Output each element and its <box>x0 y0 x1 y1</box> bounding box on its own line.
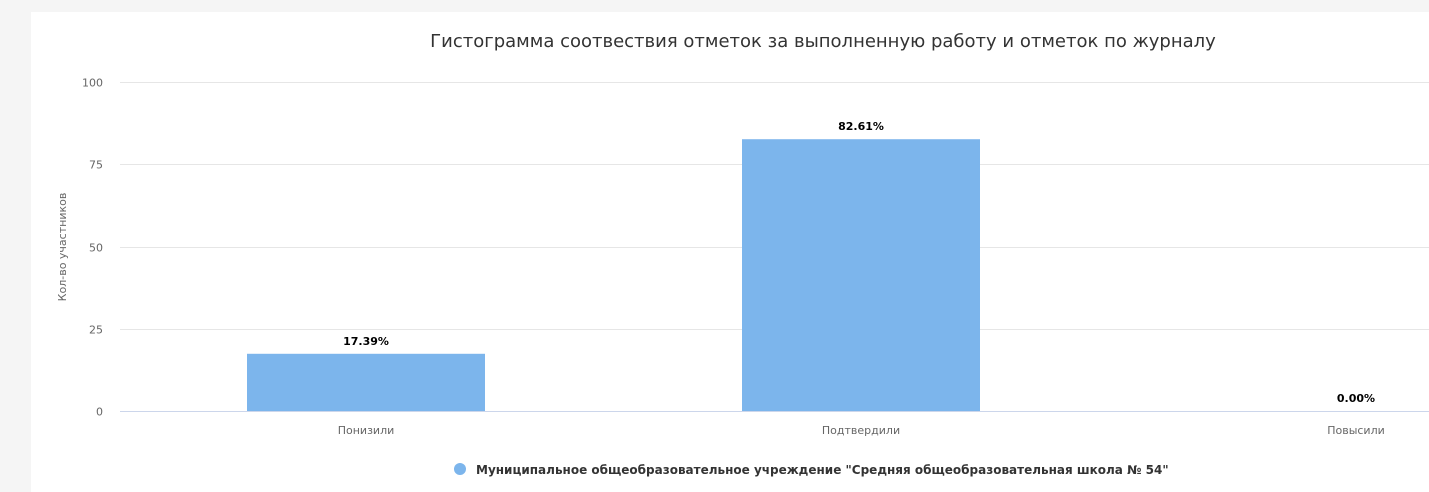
legend[interactable]: Муниципальное общеобразовательное учрежд… <box>454 463 1169 477</box>
y-tick-label: 50 <box>89 242 103 255</box>
data-label: 0.00% <box>1337 392 1375 405</box>
chart-title: Гистограмма соотвествия отметок за выпол… <box>430 31 1216 52</box>
data-label: 17.39% <box>343 335 389 348</box>
bars <box>247 139 980 411</box>
legend-marker-icon[interactable] <box>454 463 466 475</box>
y-axis-label: Кол-во участников <box>56 193 69 302</box>
legend-item-label[interactable]: Муниципальное общеобразовательное учрежд… <box>476 463 1169 477</box>
x-tick-label: Подтвердили <box>822 424 900 437</box>
x-axis-ticks: Понизили Подтвердили Повысили <box>338 424 1385 437</box>
y-tick-label: 25 <box>89 324 103 337</box>
y-tick-label: 0 <box>96 406 103 419</box>
y-tick-label: 75 <box>89 159 103 172</box>
bar-2[interactable] <box>742 139 980 411</box>
y-tick-label: 100 <box>82 77 103 90</box>
y-axis-ticks: 0 25 50 75 100 <box>82 77 103 419</box>
x-tick-label: Повысили <box>1327 424 1385 437</box>
data-label: 82.61% <box>838 120 884 133</box>
x-tick-label: Понизили <box>338 424 395 437</box>
data-labels: 17.39% 82.61% 0.00% <box>343 120 1375 405</box>
bar-1[interactable] <box>247 353 485 411</box>
